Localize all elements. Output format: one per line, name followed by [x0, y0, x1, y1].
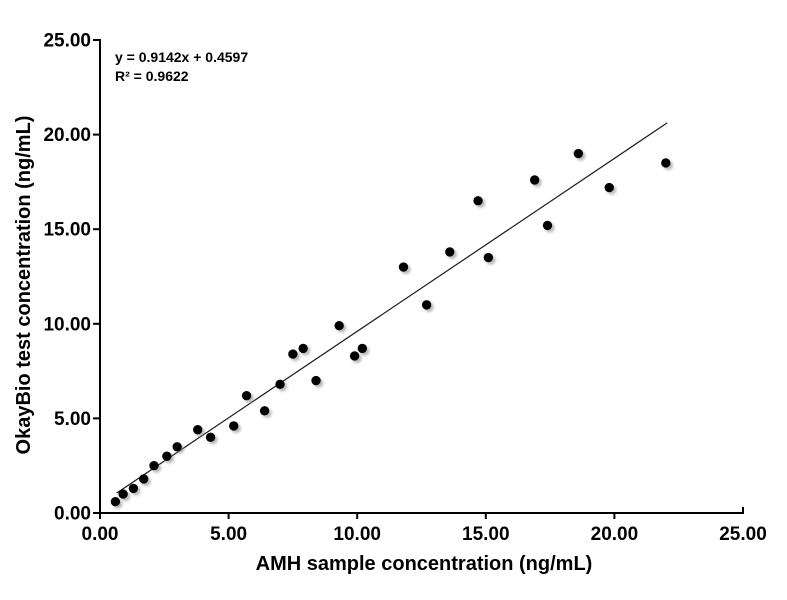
data-point: [139, 474, 149, 484]
x-axis-title: AMH sample concentration (ng/mL): [256, 553, 593, 575]
data-point: [334, 320, 344, 331]
data-point: [275, 379, 285, 390]
tick-labels: 0.00 5.00 10.00 15.00 20.00 25.00 0.00 5.00 10.0…: [43, 31, 766, 546]
data-point: [229, 421, 239, 431]
y-tick-label: 5.00: [54, 409, 91, 430]
y-axis-title: OkayBio test concentration (ng/mL): [13, 116, 35, 455]
x-tick-label: 15.00: [462, 524, 510, 545]
data-point: [421, 300, 432, 310]
data-point: [542, 220, 553, 231]
tick-marks: [93, 39, 744, 519]
x-tick-label: 25.00: [719, 524, 767, 545]
data-point: [311, 375, 321, 386]
equation-label: y = 0.9142x + 0.4597: [115, 49, 248, 65]
data-points-group: [110, 148, 671, 507]
y-tick-label: 20.00: [43, 125, 91, 146]
data-point: [483, 252, 494, 263]
data-point: [298, 343, 308, 354]
data-point: [288, 349, 298, 359]
data-point: [128, 483, 139, 494]
x-tick-label: 5.00: [210, 524, 247, 545]
x-tick-label: 20.00: [591, 524, 639, 545]
data-point: [473, 196, 483, 206]
data-point: [149, 461, 159, 471]
x-tick-label: 10.00: [333, 524, 381, 545]
y-tick-label: 15.00: [43, 220, 91, 241]
data-point: [604, 182, 614, 193]
data-point: [162, 451, 172, 461]
y-tick-label: 0.00: [54, 504, 91, 525]
trendline-group: [116, 122, 668, 494]
data-point: [661, 158, 671, 168]
data-point: [118, 489, 128, 499]
y-tick-label: 10.00: [43, 314, 91, 335]
data-point: [398, 262, 409, 272]
data-point: [241, 390, 252, 401]
trendline: [116, 122, 668, 494]
data-point: [445, 247, 455, 257]
x-tick-label: 0.00: [82, 524, 119, 545]
y-tick-label: 25.00: [43, 31, 91, 52]
data-point: [259, 406, 270, 416]
data-point: [349, 351, 360, 361]
data-point: [573, 148, 584, 159]
data-point: [205, 432, 216, 443]
r-squared-label: R² = 0.9622: [115, 68, 189, 84]
data-point: [357, 343, 368, 354]
data-point: [110, 496, 121, 507]
data-point: [172, 442, 182, 452]
data-point: [193, 425, 203, 435]
axes: [99, 39, 744, 514]
data-point: [529, 175, 540, 185]
